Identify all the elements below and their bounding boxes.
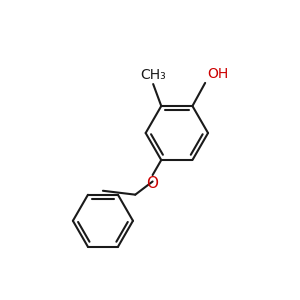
Text: O: O <box>146 176 158 191</box>
Text: OH: OH <box>207 67 228 81</box>
Text: CH₃: CH₃ <box>140 68 166 82</box>
